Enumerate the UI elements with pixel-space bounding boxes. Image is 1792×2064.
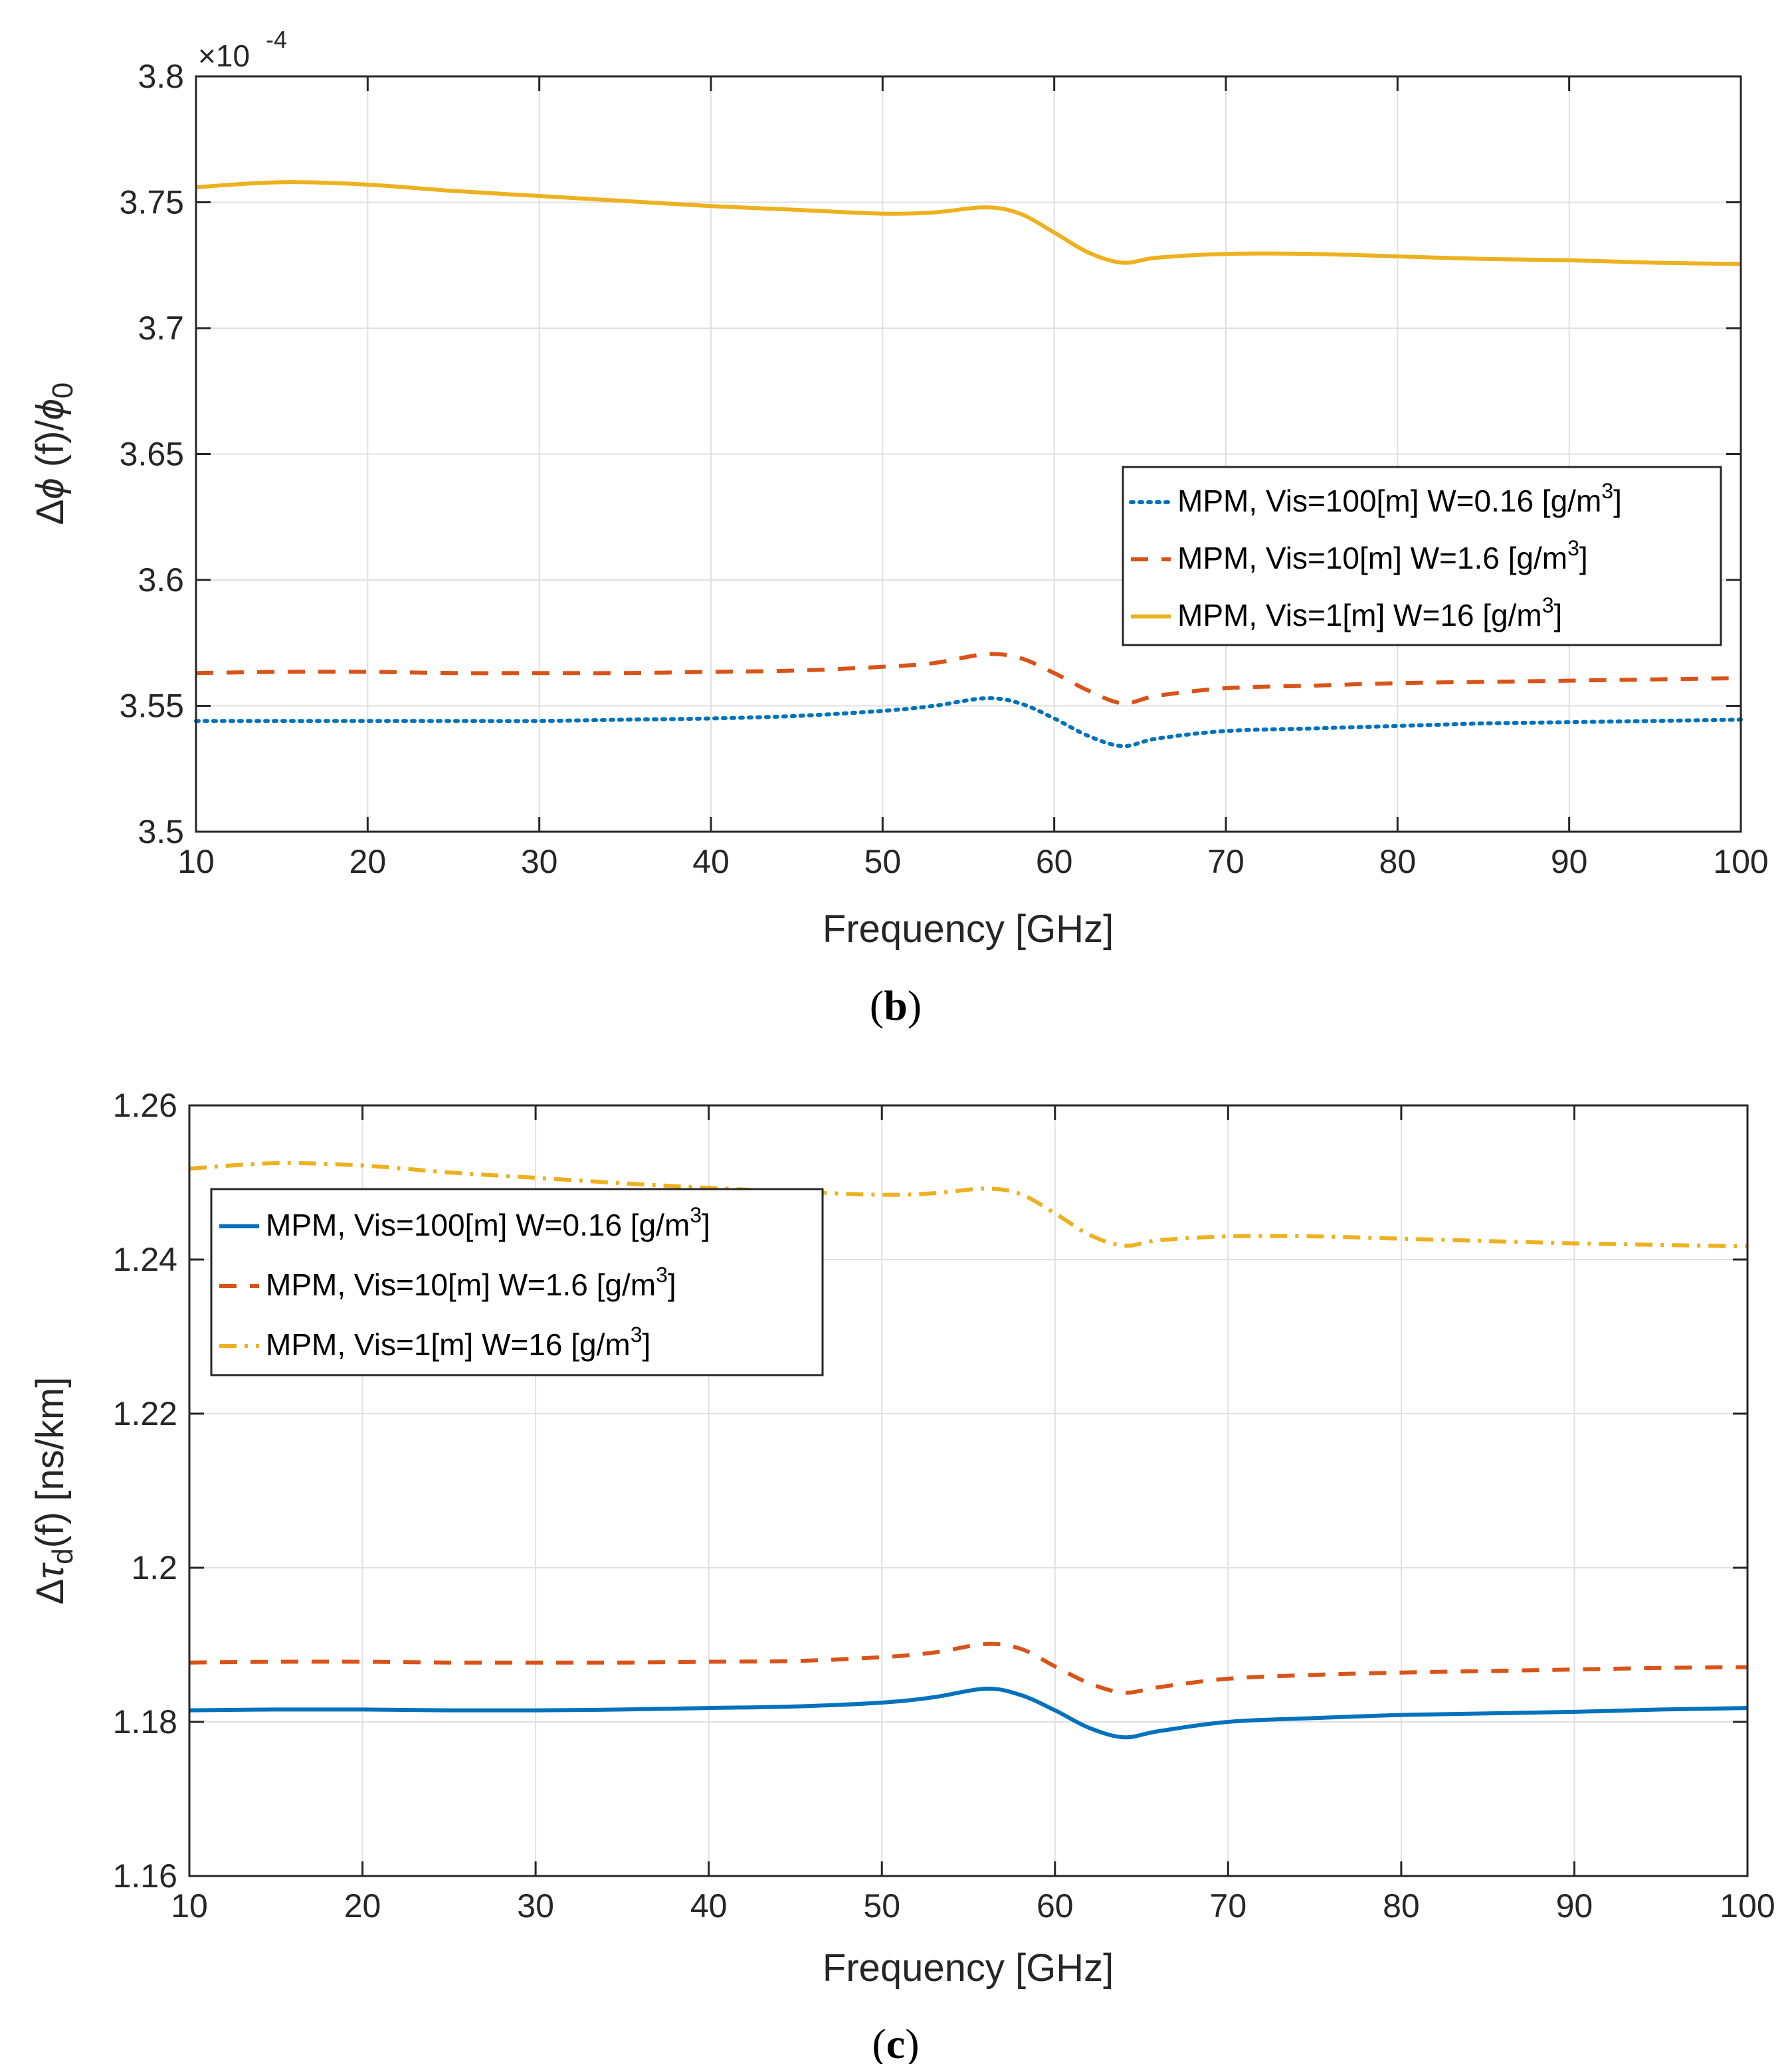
- series-line-2: [195, 652, 1742, 705]
- x-tick-label: 10: [171, 1887, 208, 1924]
- x-tick-label: 80: [1379, 843, 1417, 880]
- exponent-base: ×10: [198, 39, 250, 73]
- legend-entries: MPM, Vis=100[m] W=0.16 [g/m3] MPM, Vis=10…: [219, 1203, 710, 1362]
- exponent-power: -4: [266, 26, 287, 53]
- legend-label: MPM, Vis=10[m] W=1.6 [g/m3]: [266, 1263, 676, 1302]
- x-tick-label: 70: [1207, 843, 1244, 880]
- x-tick-label: 100: [1713, 843, 1768, 880]
- x-axis-label: Frequency [GHz]: [823, 1946, 1114, 1990]
- legend-box: [210, 1188, 824, 1376]
- series-line-3: [195, 180, 1742, 266]
- y-axis-label: Δτd(f) [ns/km]: [29, 1377, 79, 1605]
- x-tick-label: 60: [1037, 1887, 1074, 1924]
- x-tick-label: 40: [692, 843, 730, 880]
- x-tick-label: 40: [690, 1887, 728, 1924]
- legend-label: MPM, Vis=1[m] W=16 [g/m3]: [1177, 593, 1562, 632]
- x-tick-label: 10: [177, 843, 215, 880]
- series-line-3: [189, 1161, 1748, 1249]
- legend-label: MPM, Vis=100[m] W=0.16 [g/m3]: [1177, 479, 1622, 518]
- legend-label: MPM, Vis=1[m] W=16 [g/m3]: [266, 1323, 650, 1362]
- x-tick-label: 30: [517, 1887, 554, 1924]
- series-line-1: [189, 1687, 1748, 1740]
- y-tick-label: 3.75: [120, 184, 184, 221]
- y-tick-label: 3.55: [120, 688, 184, 725]
- axis-ticks: 10 20 30 40 50 60 70 80 90 100 3.5 3.55 3.6 3.65 3.7 3.…: [120, 58, 1769, 880]
- legend-label: MPM, Vis=10[m] W=1.6 [g/m3]: [1177, 536, 1588, 575]
- series-lines: [189, 1161, 1748, 1740]
- y-tick-label: 1.2: [131, 1549, 177, 1586]
- x-tick-label: 90: [1551, 843, 1588, 880]
- panel-caption-c: (c): [872, 2020, 919, 2064]
- series-lines: [194, 180, 1743, 749]
- exponent-label: ×10 -4: [198, 26, 287, 73]
- plot-frame: [188, 1104, 1749, 1877]
- x-tick-label: 80: [1383, 1887, 1420, 1924]
- legend-box: [1122, 466, 1722, 646]
- y-tick-label: 3.8: [138, 58, 184, 95]
- y-tick-label: 1.22: [113, 1395, 177, 1432]
- x-tick-label: 20: [349, 843, 387, 880]
- y-tick-label: 3.6: [138, 561, 184, 599]
- x-tick-label: 30: [521, 843, 558, 880]
- series-line-2: [189, 1642, 1748, 1695]
- legend-entries: MPM, Vis=100[m] W=0.16 [g/m3] MPM, Vis=10…: [1129, 479, 1622, 632]
- x-tick-label: 50: [863, 1887, 900, 1924]
- y-tick-label: 1.18: [113, 1703, 177, 1740]
- y-tick-label: 1.16: [113, 1857, 177, 1895]
- x-tick-label: 50: [864, 843, 902, 880]
- axis-ticks: 10 20 30 40 50 60 70 80 90 100 1.16 1.18 1.2 1.22 1.24…: [113, 1087, 1775, 1924]
- series-line-1: [194, 696, 1743, 749]
- panel-b: 10 20 30 40 50 60 70 80 90 100 3.5 3.55 3.6 3.65 3.7 3.…: [29, 26, 1769, 1029]
- legend: MPM, Vis=100[m] W=0.16 [g/m3] MPM, Vis=10…: [210, 1188, 824, 1376]
- panel-caption-b: (b): [870, 982, 922, 1029]
- legend: MPM, Vis=100[m] W=0.16 [g/m3] MPM, Vis=10…: [1122, 466, 1722, 646]
- panel-c: 10 20 30 40 50 60 70 80 90 100 1.16 1.18 1.2 1.22 1.24…: [29, 1087, 1775, 2064]
- legend-label: MPM, Vis=100[m] W=0.16 [g/m3]: [266, 1203, 710, 1242]
- y-axis-label: Δϕ (f)/ϕ0: [29, 383, 79, 525]
- x-tick-label: 70: [1210, 1887, 1247, 1924]
- y-tick-label: 3.7: [138, 310, 184, 347]
- x-tick-label: 20: [344, 1887, 381, 1924]
- x-tick-label: 90: [1556, 1887, 1593, 1924]
- x-tick-label: 100: [1720, 1887, 1775, 1924]
- y-tick-label: 1.24: [113, 1241, 177, 1278]
- x-tick-label: 60: [1036, 843, 1073, 880]
- y-tick-label: 3.65: [120, 436, 184, 473]
- y-tick-label: 1.26: [113, 1087, 177, 1124]
- y-tick-label: 3.5: [138, 813, 184, 850]
- x-axis-label: Frequency [GHz]: [823, 907, 1114, 951]
